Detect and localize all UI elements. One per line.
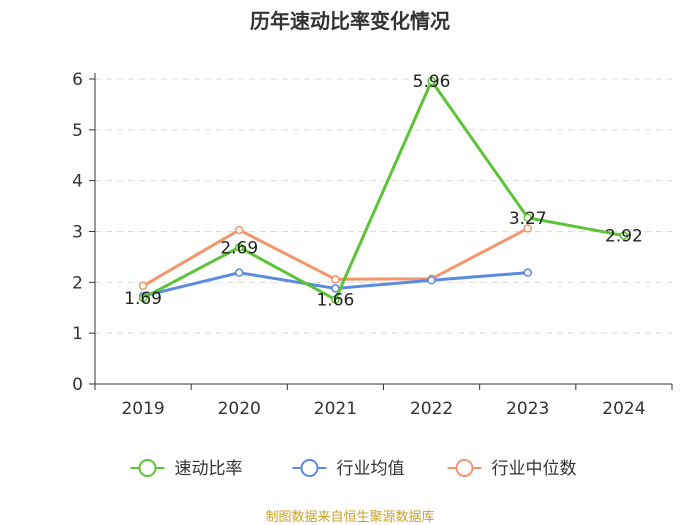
series-line <box>142 79 625 302</box>
y-tick-label: 5 <box>72 121 83 141</box>
chart-title: 历年速动比率变化情况 <box>250 9 450 33</box>
data-point[interactable] <box>138 281 148 291</box>
y-tick-label: 6 <box>72 70 83 90</box>
y-tick-label: 4 <box>72 172 83 192</box>
data-point[interactable] <box>523 224 532 233</box>
axes: 0 1 2 3 4 5 6 2019 2020 2021 2022 2023 2024 <box>72 70 673 419</box>
x-tick-label: 2021 <box>314 399 357 419</box>
data-point[interactable] <box>331 295 340 304</box>
data-point[interactable] <box>427 76 436 86</box>
data-point[interactable] <box>235 243 244 252</box>
data-label: 2.92 <box>605 227 643 247</box>
x-tick-label: 2022 <box>410 399 453 419</box>
y-tick-label: 0 <box>72 375 83 395</box>
data-point[interactable] <box>331 275 340 284</box>
x-tick-label: 2020 <box>218 399 261 419</box>
legend-swatch-marker <box>455 459 474 477</box>
data-label: 3.27 <box>509 209 547 229</box>
data-labels: 1.69 2.69 1.66 5.96 3.27 2.92 <box>124 72 643 311</box>
legend-item[interactable]: 速动比率 <box>130 459 243 479</box>
x-tick-label: 2019 <box>121 399 164 419</box>
legend[interactable]: 速动比率 行业均值 行业中位数 <box>130 459 577 479</box>
data-label: 2.69 <box>220 238 258 258</box>
data-label: 5.96 <box>413 72 451 92</box>
x-tick-label: 2023 <box>506 399 549 419</box>
data-point[interactable] <box>523 268 532 277</box>
legend-item[interactable]: 行业均值 <box>292 459 405 479</box>
legend-label: 行业中位数 <box>492 459 577 479</box>
legend-item[interactable]: 行业中位数 <box>447 459 577 479</box>
data-point[interactable] <box>235 225 244 235</box>
data-point[interactable] <box>138 293 148 303</box>
data-label: 1.66 <box>316 291 354 311</box>
y-tick-label: 1 <box>72 324 83 344</box>
y-tick-label: 3 <box>72 223 83 243</box>
legend-swatch-marker <box>300 459 319 477</box>
y-tick-label: 2 <box>72 273 83 293</box>
legend-label: 行业均值 <box>337 459 405 479</box>
data-point[interactable] <box>235 268 244 277</box>
legend-swatch-marker <box>138 459 157 477</box>
source-note: 制图数据来自恒生聚源数据库 <box>265 509 434 525</box>
data-point[interactable] <box>427 276 436 285</box>
data-point[interactable] <box>619 231 629 240</box>
series <box>138 76 629 304</box>
legend-label: 速动比率 <box>175 459 243 479</box>
data-label: 1.69 <box>124 289 162 309</box>
grid <box>95 78 672 334</box>
x-tick-label: 2024 <box>602 399 645 419</box>
data-point[interactable] <box>523 213 532 223</box>
